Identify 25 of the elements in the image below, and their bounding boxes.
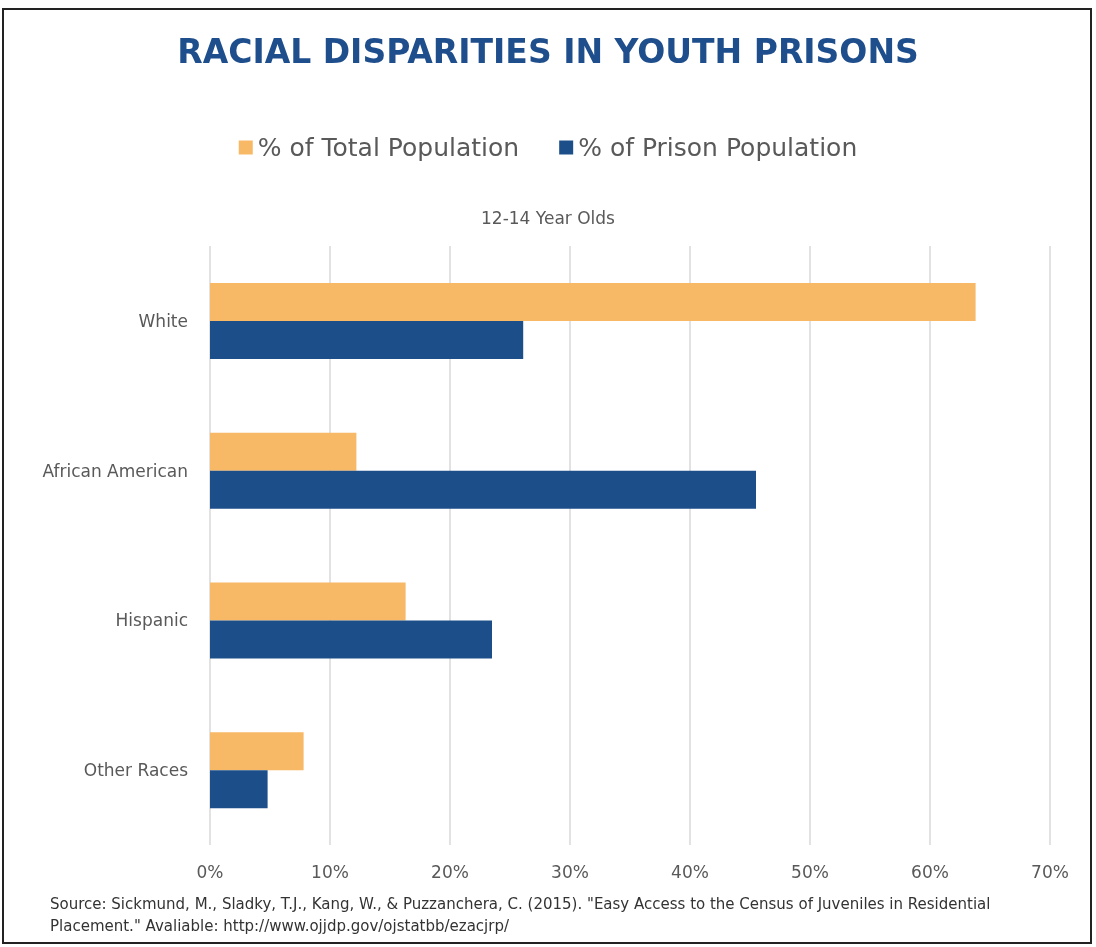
chart-subtitle: 12-14 Year Olds [481,207,616,228]
y-tick-label: Other Races [83,760,189,781]
x-tick-label: 20% [431,861,469,882]
y-tick-label: African American [42,460,188,481]
x-tick-label: 40% [671,861,709,882]
legend-label: % of Prison Population [578,133,858,162]
x-tick-label: 60% [911,861,949,882]
bar [210,282,976,321]
y-tick-label: Hispanic [115,610,188,631]
x-tick-label: 50% [791,861,829,882]
bar [210,470,756,509]
chart-title: RACIAL DISPARITIES IN YOUTH PRISONS [177,32,919,71]
x-tick-label: 0% [196,861,224,882]
x-tick-label: 70% [1031,861,1069,882]
source-note: Source: Sickmund, M., Sladky, T.J., Kang, W., & Puzzanchera, C. (2015). "Easy Access to the Census of Juveniles in Residential Placement." Avaliable: http://www.ojjdp.gov/ojstatbb/ezacjrp/ [50,894,992,937]
x-tick-label: 10% [311,861,349,882]
x-tick-label: 30% [551,861,589,882]
bar [210,770,268,809]
bar [210,432,357,471]
y-tick-label: White [138,310,188,331]
legend-label: % of Total Population [257,133,520,162]
bar [210,732,304,771]
bar [210,582,406,621]
bar [210,320,524,359]
bar [210,620,492,659]
